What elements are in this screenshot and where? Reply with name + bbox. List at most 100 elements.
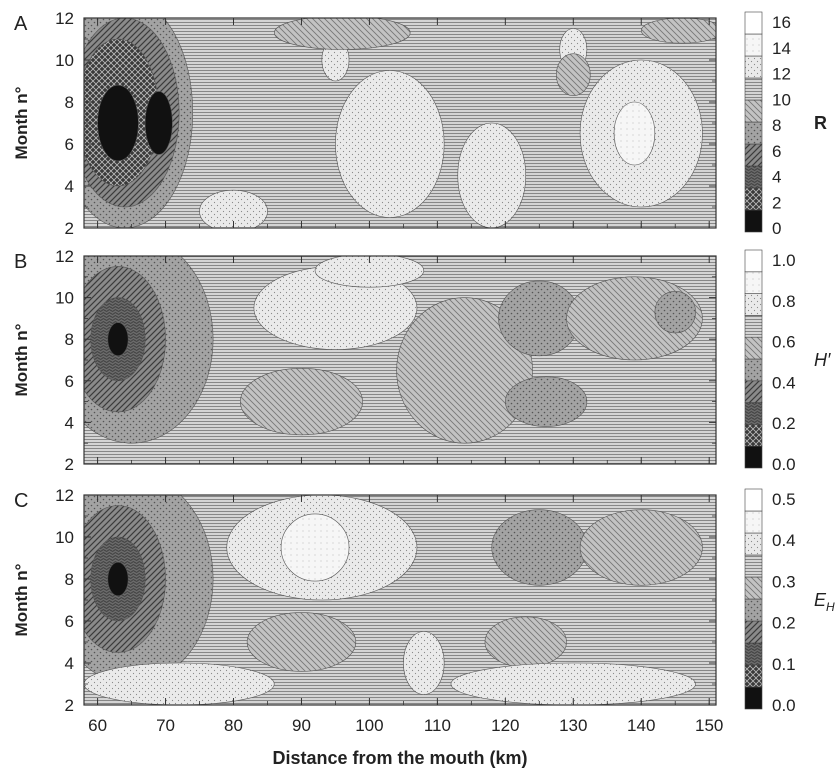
y-tick-label: 12 (55, 9, 74, 28)
contour-region (144, 91, 173, 155)
colorbar-tick-label: 8 (772, 116, 781, 135)
contour-region (457, 122, 527, 228)
y-tick-label: 10 (55, 528, 74, 547)
panel-B: 2 4 6 8 10 12 Month n° B 0.0 0.2 0.4 0.6 0.8 1.0 H′ (12, 247, 831, 474)
colorbar-tick-label: 0.4 (772, 373, 796, 392)
colorbar-tick-label: 12 (772, 65, 791, 84)
y-tick-label: 2 (65, 219, 74, 238)
colorbar-swatch (744, 55, 763, 79)
colorbar: 0.0 0.1 0.2 0.3 0.4 0.5 EH (744, 488, 835, 715)
colorbar-swatch (744, 424, 763, 447)
colorbar-swatch (744, 143, 763, 167)
contour-region (240, 368, 363, 436)
colorbar-swatch (744, 209, 763, 233)
colorbar-tick-label: 14 (772, 39, 791, 58)
y-tick-label: 8 (65, 330, 74, 349)
colorbar-swatch (744, 358, 763, 382)
contour-region (107, 322, 129, 357)
x-axis-label: Distance from the mouth (km) (272, 748, 527, 768)
colorbar-label: H′ (814, 350, 831, 370)
panel-letter: C (14, 490, 28, 512)
y-axis-label: Month n° (12, 323, 31, 396)
contour-field (84, 256, 716, 464)
colorbar-swatch (744, 121, 763, 145)
x-tick-label: 90 (292, 716, 311, 735)
y-tick-label: 6 (65, 372, 74, 391)
x-tick-label: 80 (224, 716, 243, 735)
colorbar-tick-label: 0.1 (772, 655, 796, 674)
contour-region (314, 256, 425, 288)
colorbar-tick-label: 6 (772, 142, 781, 161)
colorbar-tick-label: 0 (772, 219, 781, 238)
contour-region (654, 291, 696, 334)
colorbar-swatch (744, 33, 763, 57)
x-tick-label: 60 (88, 716, 107, 735)
contour-region (97, 84, 139, 162)
colorbar-tick-label: 0.4 (772, 531, 796, 550)
colorbar-tick-label: 1.0 (772, 251, 796, 270)
y-tick-label: 2 (65, 455, 74, 474)
colorbar-swatch (744, 554, 763, 578)
colorbar-label: R (814, 113, 827, 133)
panel-letter: B (14, 251, 27, 273)
y-tick-label: 12 (55, 247, 74, 266)
x-tick-label: 70 (156, 716, 175, 735)
colorbar: 0.0 0.2 0.4 0.6 0.8 1.0 H′ (744, 249, 831, 474)
contour-region (84, 662, 275, 705)
colorbar-swatch (744, 488, 763, 512)
colorbar-tick-label: 0.2 (772, 414, 796, 433)
colorbar-swatch (744, 620, 763, 644)
colorbar-tick-label: 0.3 (772, 572, 796, 591)
colorbar-swatch (744, 315, 763, 338)
colorbar-tick-label: 0.2 (772, 614, 796, 633)
x-tick-label: 150 (695, 716, 723, 735)
x-tick-label: 130 (559, 716, 587, 735)
colorbar-tick-label: 16 (772, 13, 791, 32)
y-tick-label: 6 (65, 135, 74, 154)
y-tick-label: 10 (55, 289, 74, 308)
colorbar-tick-label: 10 (772, 90, 791, 109)
y-tick-label: 2 (65, 696, 74, 715)
colorbar-swatch (744, 532, 763, 556)
contour-region (274, 18, 411, 50)
contour-region (107, 561, 129, 597)
colorbar-swatch (744, 642, 763, 666)
contour-region (491, 509, 588, 586)
x-tick-label: 120 (491, 716, 519, 735)
colorbar-swatch (744, 165, 763, 189)
colorbar-swatch (744, 11, 763, 35)
contour-region (396, 297, 533, 444)
y-tick-label: 10 (55, 51, 74, 70)
y-tick-label: 8 (65, 93, 74, 112)
colorbar-swatch (744, 402, 763, 425)
colorbar-label: EH (814, 590, 835, 614)
y-tick-label: 4 (65, 177, 74, 196)
panel-A: 2 4 6 8 10 12 Month n° A 0 2 4 6 8 10 12 14 16 R (12, 9, 827, 238)
contour-region (556, 53, 591, 96)
colorbar-swatch (744, 271, 763, 294)
contour-region (280, 513, 350, 582)
contour-region (484, 616, 567, 668)
contour-region (403, 631, 445, 695)
panel-letter: A (14, 13, 28, 35)
colorbar-tick-label: 0.0 (772, 455, 796, 474)
y-axis-label: Month n° (12, 86, 31, 159)
colorbar-tick-label: 4 (772, 168, 781, 187)
contour-region (199, 189, 268, 228)
y-axis-label: Month n° (12, 563, 31, 636)
y-tick-label: 8 (65, 570, 74, 589)
colorbar-swatch (744, 77, 763, 101)
x-tick-label: 100 (355, 716, 383, 735)
colorbar-tick-label: 0.6 (772, 333, 796, 352)
colorbar-swatch (744, 249, 763, 273)
contour-region (335, 70, 445, 218)
y-tick-label: 4 (65, 654, 74, 673)
colorbar-tick-label: 0.0 (772, 696, 796, 715)
x-tick-label: 110 (424, 716, 451, 735)
colorbar-swatch (744, 336, 763, 360)
colorbar-swatch (744, 445, 763, 469)
colorbar-tick-label: 0.8 (772, 292, 796, 311)
colorbar-swatch (744, 293, 763, 316)
contour-region (505, 376, 588, 427)
